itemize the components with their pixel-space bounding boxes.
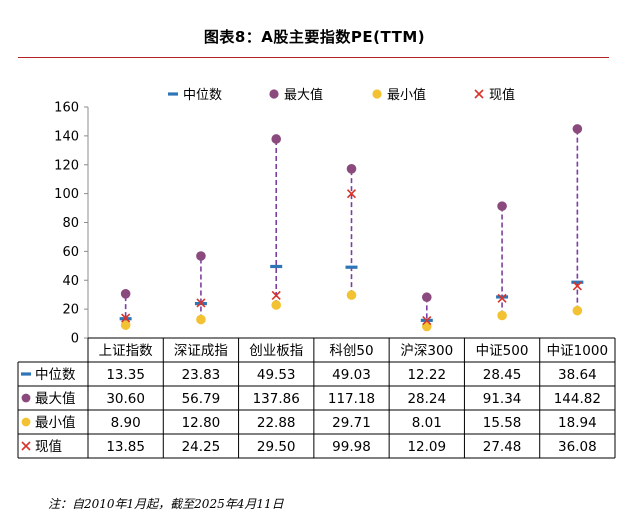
table-cell-value: 117.18 bbox=[328, 391, 375, 407]
table-cell-value: 13.85 bbox=[106, 439, 145, 455]
table-cell-value: 91.34 bbox=[483, 391, 522, 407]
table-cell-value: 99.98 bbox=[332, 439, 371, 455]
table-cell-value: 8.90 bbox=[111, 415, 141, 431]
row-label: 现值 bbox=[35, 439, 62, 455]
min-point bbox=[196, 314, 206, 325]
min-point bbox=[497, 310, 507, 321]
min-point bbox=[346, 290, 357, 300]
current-point bbox=[196, 298, 206, 308]
y-tick-label: 140 bbox=[54, 129, 79, 144]
legend-label: 现值 bbox=[489, 87, 515, 103]
max-point bbox=[572, 124, 583, 134]
category-label: 上证指数 bbox=[99, 343, 153, 359]
row-label: 最大值 bbox=[35, 391, 76, 407]
table-cell-value: 38.64 bbox=[558, 367, 597, 383]
table-cell-value: 49.03 bbox=[332, 367, 371, 383]
table-cell-value: 12.22 bbox=[407, 367, 446, 383]
max-point bbox=[271, 134, 282, 144]
max-point bbox=[421, 292, 432, 303]
median-mark bbox=[496, 295, 509, 299]
category-label: 深证成指 bbox=[174, 343, 228, 359]
chart-title: 图表8：A股主要指数PE(TTM) bbox=[203, 28, 426, 46]
category-label: 创业板指 bbox=[249, 343, 303, 359]
legend-max-marker bbox=[269, 89, 279, 99]
table-cell-value: 28.45 bbox=[483, 367, 522, 383]
y-tick-label: 20 bbox=[62, 303, 79, 318]
current-point bbox=[572, 281, 582, 291]
y-tick-label: 40 bbox=[62, 274, 79, 289]
y-tick-label: 100 bbox=[54, 187, 79, 202]
footnote: 注：自2010年1月起，截至2025年4月11日 bbox=[48, 497, 284, 511]
row-max-marker bbox=[21, 393, 31, 403]
min-point bbox=[271, 300, 282, 310]
max-point bbox=[497, 201, 507, 211]
table-cell-value: 13.35 bbox=[106, 367, 145, 383]
median-mark bbox=[345, 265, 358, 269]
current-point bbox=[497, 293, 507, 303]
row-min-marker bbox=[21, 417, 31, 427]
y-tick-label: 0 bbox=[71, 332, 79, 347]
current-point bbox=[346, 189, 357, 199]
table-cell-value: 29.50 bbox=[257, 439, 296, 455]
table-cell-value: 27.48 bbox=[483, 439, 522, 455]
table-cell-value: 23.83 bbox=[182, 367, 221, 383]
current-point bbox=[422, 315, 432, 326]
table-cell-value: 22.88 bbox=[257, 415, 296, 431]
row-label: 中位数 bbox=[35, 367, 76, 383]
category-label: 中证500 bbox=[476, 343, 529, 359]
table-cell-value: 56.79 bbox=[182, 391, 221, 407]
category-label: 科创50 bbox=[329, 343, 373, 359]
min-point bbox=[120, 320, 131, 330]
table-cell-value: 24.25 bbox=[182, 439, 221, 455]
table-cell-value: 28.24 bbox=[407, 391, 446, 407]
y-tick-label: 60 bbox=[62, 245, 79, 260]
median-mark bbox=[571, 280, 584, 284]
table-cell-value: 12.80 bbox=[182, 415, 221, 431]
legend-median-marker bbox=[168, 92, 178, 96]
legend-label: 最大值 bbox=[284, 87, 323, 103]
max-point bbox=[120, 289, 131, 299]
table-cell-value: 29.71 bbox=[332, 415, 371, 431]
current-point bbox=[121, 313, 131, 323]
table-cell-value: 18.94 bbox=[558, 415, 597, 431]
legend-label: 中位数 bbox=[183, 88, 222, 103]
median-mark bbox=[270, 264, 283, 269]
y-tick-label: 160 bbox=[54, 101, 79, 116]
legend-label: 最小值 bbox=[387, 87, 426, 103]
table-cell-value: 144.82 bbox=[554, 391, 601, 407]
table-cell-value: 8.01 bbox=[412, 415, 442, 431]
legend-min-marker bbox=[372, 89, 382, 99]
max-point bbox=[346, 164, 357, 174]
y-tick-label: 120 bbox=[54, 158, 79, 173]
table-cell-value: 12.09 bbox=[407, 439, 446, 455]
category-label: 沪深300 bbox=[400, 343, 453, 359]
table-cell-value: 15.58 bbox=[483, 415, 522, 431]
y-tick-label: 80 bbox=[62, 216, 79, 231]
table-cell-value: 30.60 bbox=[106, 391, 145, 407]
table-cell-value: 49.53 bbox=[257, 367, 296, 383]
table-cell-value: 36.08 bbox=[558, 439, 597, 455]
category-label: 中证1000 bbox=[547, 343, 608, 359]
max-point bbox=[196, 251, 206, 261]
min-point bbox=[572, 305, 583, 316]
row-label: 最小值 bbox=[35, 415, 76, 431]
legend-current-marker bbox=[474, 89, 484, 99]
row-median-marker bbox=[21, 372, 31, 376]
current-point bbox=[271, 290, 281, 300]
table-cell-value: 137.86 bbox=[253, 391, 300, 407]
row-current-marker bbox=[21, 441, 31, 451]
title-divider bbox=[18, 57, 609, 58]
